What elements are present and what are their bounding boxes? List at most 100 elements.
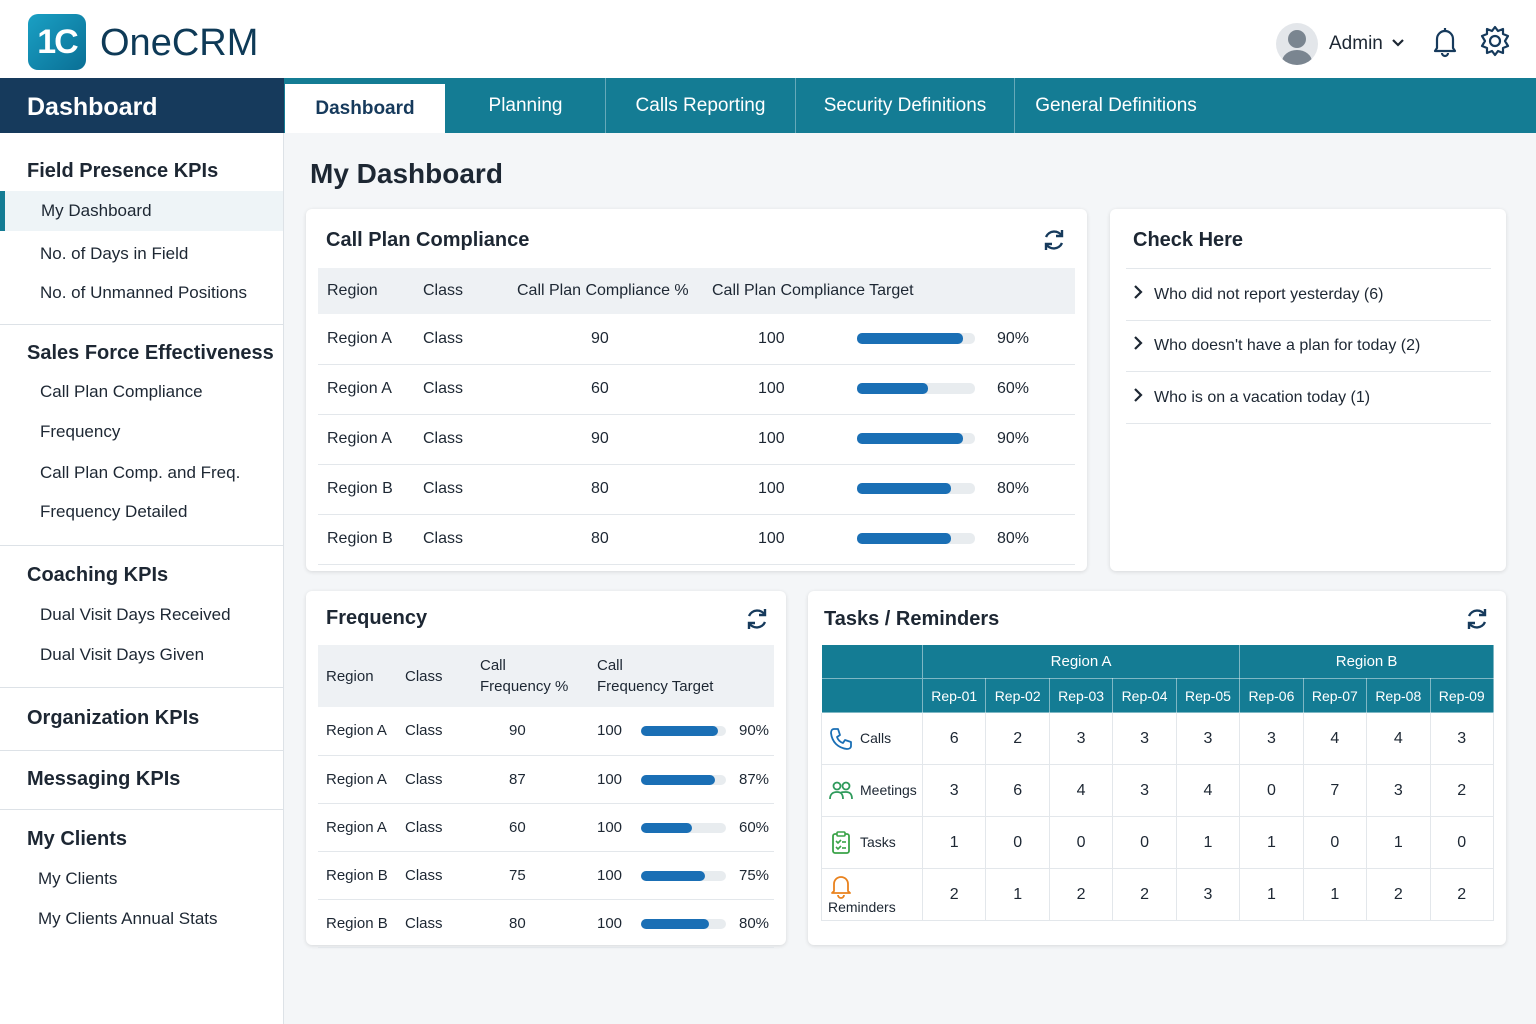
count-cell: 1: [1302, 868, 1368, 921]
cell-progress-label: 75%: [739, 851, 774, 900]
sidebar-item-frequency-detailed[interactable]: Frequency Detailed: [40, 502, 188, 521]
rep-header-row: Rep-01 Rep-02 Rep-03 Rep-04 Rep-05 Rep-06 Rep-…: [821, 678, 1494, 713]
refresh-icon[interactable]: [1041, 227, 1067, 253]
rep-column-header: Rep-08: [1366, 678, 1431, 713]
region-b-header: Region B: [1239, 644, 1494, 679]
table-row[interactable]: Region A Class 87 100 87%: [318, 755, 774, 804]
tab-security-definitions[interactable]: Security Definitions: [796, 78, 1015, 133]
cell-progress: [641, 803, 739, 852]
cell-progress-label: 80%: [997, 464, 1075, 515]
phone-icon: [828, 726, 854, 752]
empty-header: [821, 678, 923, 713]
table-row[interactable]: Meetings 3 6 4 3 4 0 7 3 2: [821, 764, 1494, 817]
column-header[interactable]: Call Plan Compliance %: [517, 268, 712, 314]
column-header-line: Call: [597, 657, 623, 674]
sidebar-section-coaching[interactable]: Coaching KPIs: [27, 564, 169, 586]
check-item-vacation[interactable]: Who is on a vacation today (1): [1126, 372, 1491, 424]
sidebar-item-dual-visit-received[interactable]: Dual Visit Days Received: [40, 605, 231, 624]
cell-class: Class: [423, 464, 517, 515]
table-row[interactable]: Region A Class 60 100 60%: [318, 803, 774, 852]
count-cell: 3: [1048, 712, 1114, 765]
sidebar-item-dual-visit-given[interactable]: Dual Visit Days Given: [40, 645, 205, 664]
tab-general-definitions[interactable]: General Definitions: [1035, 94, 1197, 116]
refresh-icon[interactable]: [744, 606, 770, 632]
row-label-cell: Reminders: [821, 868, 923, 921]
sidebar-item-days-in-field[interactable]: No. of Days in Field: [40, 244, 189, 263]
count-cell: 2: [1366, 868, 1431, 921]
table-row[interactable]: Region A Class 90 100 90%: [318, 314, 1075, 365]
cell-region: Region A: [318, 314, 423, 365]
table-row[interactable]: Calls 6 2 3 3 3 3 4 4 3: [821, 712, 1494, 765]
sidebar-section-sales-force[interactable]: Sales Force Effectiveness: [27, 342, 274, 364]
sidebar-item-unmanned-positions[interactable]: No. of Unmanned Positions: [40, 283, 247, 302]
sidebar-item-call-plan-compliance[interactable]: Call Plan Compliance: [40, 382, 203, 401]
cell-class: Class: [405, 755, 480, 804]
progress-bar: [641, 918, 726, 929]
sidebar-item-my-dashboard[interactable]: My Dashboard: [0, 191, 283, 231]
sidebar-divider: [0, 687, 283, 688]
chevron-right-icon: [1126, 335, 1154, 356]
region-a-header: Region A: [921, 644, 1241, 679]
column-header-line: Frequency Target: [597, 678, 714, 695]
column-header[interactable]: Call Plan Compliance Target: [712, 268, 1075, 314]
sidebar-section-my-clients[interactable]: My Clients: [27, 828, 128, 850]
progress-bar: [857, 533, 975, 545]
check-item-no-plan[interactable]: Who doesn't have a plan for today (2): [1126, 320, 1491, 372]
table-row[interactable]: Region B Class 80 100 80%: [318, 899, 774, 948]
rep-column-header: Rep-07: [1302, 678, 1368, 713]
sidebar-item-my-clients[interactable]: My Clients: [38, 869, 118, 888]
sidebar-section-messaging[interactable]: Messaging KPIs: [27, 768, 181, 790]
count-cell: 4: [1175, 764, 1241, 817]
table-row[interactable]: Region A Class 60 100 60%: [318, 364, 1075, 415]
count-cell: 3: [1239, 712, 1304, 765]
tab-calls-reporting[interactable]: Calls Reporting: [606, 78, 796, 133]
row-label: Calls: [860, 729, 892, 746]
card-title: Frequency: [326, 607, 428, 629]
sidebar-item-my-clients-annual-stats[interactable]: My Clients Annual Stats: [38, 909, 218, 928]
rep-column-header: Rep-03: [1048, 678, 1114, 713]
call-plan-table: Region Class Call Plan Compliance % Call…: [318, 268, 1075, 565]
column-header[interactable]: Call Frequency Target: [597, 645, 774, 707]
cell-progress: [641, 899, 739, 948]
refresh-icon[interactable]: [1464, 606, 1490, 632]
check-item-no-report[interactable]: Who did not report yesterday (6): [1126, 269, 1491, 321]
cell-target: 100: [712, 414, 857, 465]
people-icon: [828, 778, 854, 804]
column-header[interactable]: Class: [405, 645, 480, 707]
tab-planning[interactable]: Planning: [446, 78, 606, 133]
table-row[interactable]: Reminders 2 1 2 2 3 1 1 2 2: [821, 868, 1494, 921]
cell-class: Class: [405, 707, 480, 756]
column-header[interactable]: Class: [423, 268, 517, 314]
nav-section-title: Dashboard: [0, 78, 284, 133]
cell-region: Region A: [318, 364, 423, 415]
rep-column-header: Rep-01: [921, 678, 987, 713]
progress-bar: [857, 483, 975, 495]
progress-bar: [857, 433, 975, 445]
progress-bar: [857, 333, 975, 345]
sidebar-item-frequency[interactable]: Frequency: [40, 422, 121, 441]
table-row[interactable]: Region B Class 80 100 80%: [318, 514, 1075, 565]
bell-icon[interactable]: [1428, 24, 1462, 58]
cell-region: Region B: [318, 514, 423, 565]
progress-bar-fill: [857, 483, 951, 495]
sidebar-section-organization[interactable]: Organization KPIs: [27, 707, 200, 729]
card-title: Tasks / Reminders: [824, 608, 1000, 630]
table-row[interactable]: Tasks 1 0 0 0 1 1 0 1 0: [821, 816, 1494, 869]
table-row[interactable]: Region B Class 80 100 80%: [318, 464, 1075, 515]
tab-dashboard[interactable]: Dashboard: [285, 84, 445, 133]
column-header[interactable]: Call Frequency %: [480, 645, 597, 707]
sidebar-item-call-plan-comp-freq[interactable]: Call Plan Comp. and Freq.: [40, 463, 241, 482]
user-menu[interactable]: Admin: [1276, 22, 1405, 66]
table-row[interactable]: Region A Class 90 100 90%: [318, 414, 1075, 465]
count-cell: 2: [921, 868, 987, 921]
column-header[interactable]: Region: [318, 268, 423, 314]
gear-icon[interactable]: [1478, 24, 1512, 58]
table-row[interactable]: Region A Class 90 100 90%: [318, 707, 774, 756]
empty-header: [821, 644, 923, 679]
card-title: Call Plan Compliance: [326, 229, 530, 251]
sidebar-section-field-presence[interactable]: Field Presence KPIs: [27, 160, 219, 182]
cell-compliance-pct: 90: [517, 314, 712, 365]
table-row[interactable]: Region B Class 75 100 75%: [318, 851, 774, 900]
column-header[interactable]: Region: [318, 645, 405, 707]
sidebar-divider: [0, 324, 283, 325]
